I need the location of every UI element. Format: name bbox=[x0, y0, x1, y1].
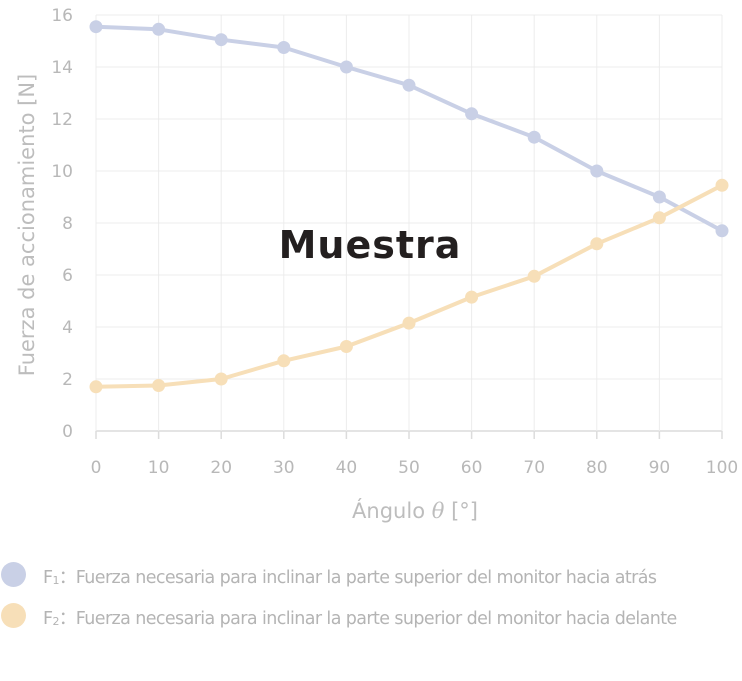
y-tick-label: 0 bbox=[62, 422, 73, 442]
legend-subscript-f2: 2 bbox=[52, 615, 59, 628]
x-tick-label: 50 bbox=[398, 458, 420, 478]
data-point-f1 bbox=[590, 164, 604, 178]
data-point-f2 bbox=[277, 354, 291, 368]
legend-text-f1: ：Fuerza necesaria para inclinar la parte… bbox=[58, 568, 657, 588]
x-tick-label: 40 bbox=[336, 458, 358, 478]
data-point-f2 bbox=[339, 340, 353, 353]
x-axis-title: Ángulo θ [°] bbox=[352, 498, 478, 523]
watermark-text: Muestra bbox=[279, 223, 462, 267]
x-tick-label: 0 bbox=[91, 458, 102, 478]
grid bbox=[95, 14, 723, 439]
legend-text-f2: ：Fuerza necesaria para inclinar la parte… bbox=[58, 609, 677, 629]
legend-item-f2: F2：Fuerza necesaria para inclinar la par… bbox=[0, 601, 742, 631]
data-point-f2 bbox=[715, 178, 729, 192]
x-tick-label: 60 bbox=[461, 458, 483, 478]
data-point-f2 bbox=[402, 316, 416, 330]
legend-item-f1: F1：Fuerza necesaria para inclinar la par… bbox=[0, 560, 742, 590]
legend-letter-f1: F bbox=[43, 568, 53, 588]
x-tick-label: 90 bbox=[649, 458, 671, 478]
x-tick-label: 10 bbox=[148, 458, 170, 478]
legend-subscript-f1: 1 bbox=[52, 574, 59, 587]
data-point-f1 bbox=[277, 41, 291, 54]
data-point-f1 bbox=[652, 190, 666, 204]
y-tick-label: 6 bbox=[62, 266, 73, 286]
data-point-f2 bbox=[527, 269, 541, 283]
x-axis-title-suffix: [°] bbox=[444, 499, 478, 523]
y-tick-label: 14 bbox=[51, 58, 73, 78]
x-tick-label: 70 bbox=[523, 458, 545, 478]
x-tick-label: 80 bbox=[586, 458, 608, 478]
legend-swatch-f2 bbox=[1, 603, 26, 628]
data-point-f2 bbox=[214, 372, 228, 386]
x-tick-labels: 0 10 20 30 40 50 60 70 80 90 100 bbox=[91, 458, 739, 478]
data-point-f1 bbox=[214, 33, 228, 47]
y-tick-label: 12 bbox=[51, 110, 73, 130]
y-tick-labels: 0 2 4 6 8 10 12 14 16 bbox=[51, 6, 73, 442]
data-point-f2 bbox=[652, 211, 666, 225]
x-tick-label: 100 bbox=[706, 458, 738, 478]
x-tick-label: 20 bbox=[210, 458, 232, 478]
theta-symbol: θ bbox=[432, 499, 445, 523]
y-tick-label: 10 bbox=[51, 162, 73, 182]
line-chart: 0 10 20 30 40 50 60 70 80 90 100 0 2 4 6 8 10 12 14 16 Mue… bbox=[15, 6, 739, 523]
data-point-f1 bbox=[402, 78, 416, 92]
data-point-f1 bbox=[465, 107, 479, 121]
data-point-f2 bbox=[590, 237, 604, 251]
data-point-f1 bbox=[152, 22, 166, 36]
data-point-f2 bbox=[465, 290, 479, 304]
data-point-f1 bbox=[715, 224, 729, 238]
x-axis-title-prefix: Ángulo bbox=[352, 498, 432, 523]
y-tick-label: 16 bbox=[51, 6, 73, 26]
data-point-f2 bbox=[152, 379, 166, 392]
legend-label-f1: F1：Fuerza necesaria para inclinar la par… bbox=[43, 564, 657, 589]
legend-label-f2: F2：Fuerza necesaria para inclinar la par… bbox=[43, 605, 677, 630]
y-axis-title: Fuerza de accionamiento [N] bbox=[15, 74, 39, 376]
series-group bbox=[89, 20, 729, 394]
data-point-f1 bbox=[89, 20, 103, 34]
y-tick-label: 2 bbox=[62, 370, 73, 390]
data-point-f1 bbox=[527, 130, 541, 144]
legend-letter-f2: F bbox=[43, 609, 53, 629]
data-point-f2 bbox=[89, 380, 103, 394]
x-tick-label: 30 bbox=[273, 458, 295, 478]
y-tick-label: 8 bbox=[62, 214, 73, 234]
legend-swatch-f1 bbox=[1, 562, 26, 587]
y-tick-label: 4 bbox=[62, 318, 73, 338]
data-point-f1 bbox=[339, 60, 353, 74]
